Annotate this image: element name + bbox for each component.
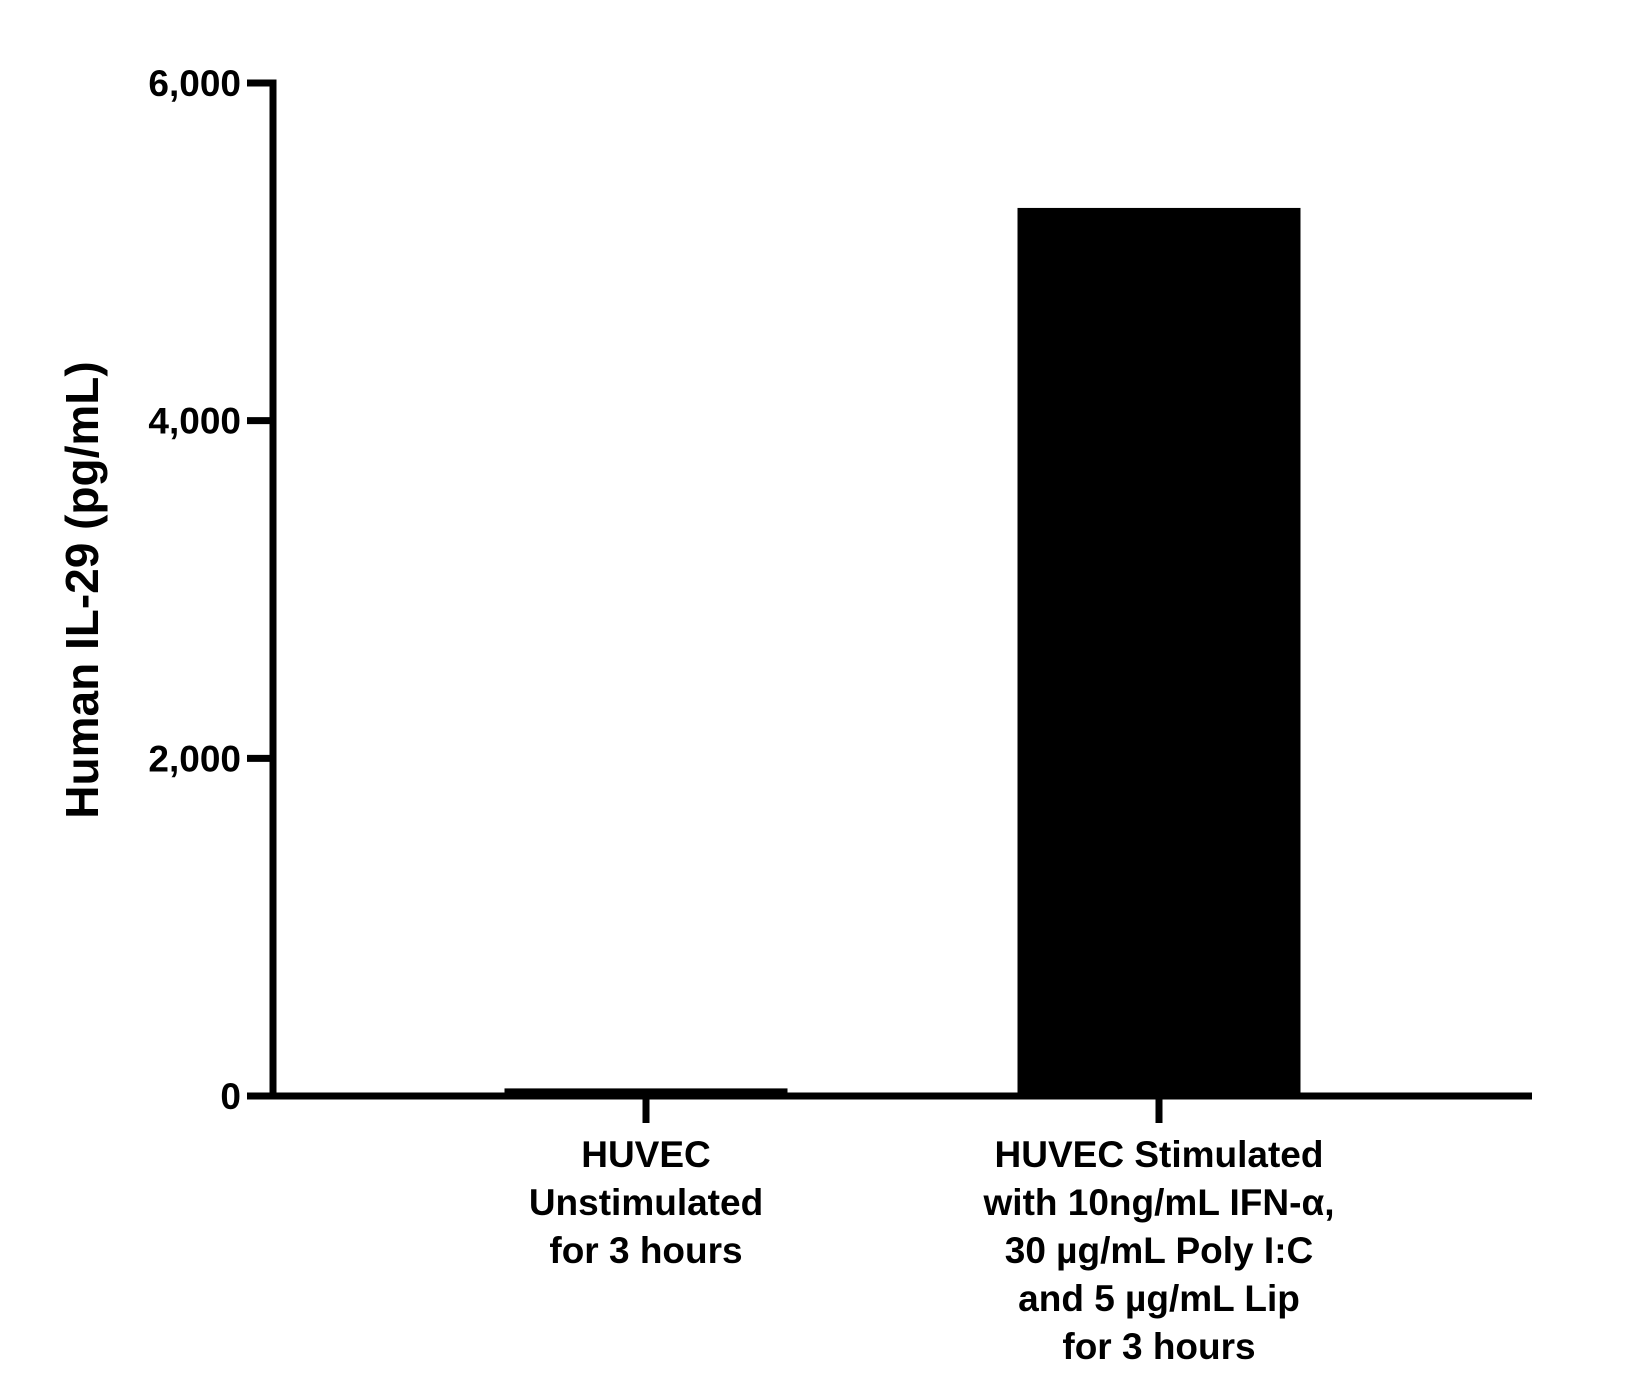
- x-category-label: HUVEC Stimulated with 10ng/mL IFN-α, 30 µg…: [983, 1134, 1335, 1367]
- axes-group: [269, 79, 1532, 1100]
- x-category-label-line: for 3 hours: [1062, 1326, 1255, 1367]
- x-category-label-line: for 3 hours: [549, 1230, 742, 1271]
- y-axis-label: Human IL-29 (pg/mL): [56, 361, 108, 818]
- y-ticks-group: 0 2,000 4,000 6,000: [148, 63, 273, 1117]
- y-tick-label: 0: [220, 1076, 241, 1117]
- x-category-label-line: Unstimulated: [529, 1182, 763, 1223]
- bar-1: [504, 1088, 788, 1096]
- y-tick-label: 6,000: [148, 63, 241, 104]
- bars-group: [504, 207, 1301, 1097]
- y-tick-label: 4,000: [148, 401, 241, 442]
- x-category-label: HUVEC Unstimulated for 3 hours: [529, 1134, 763, 1271]
- x-category-label-line: HUVEC Stimulated: [995, 1134, 1324, 1175]
- bar-2: [1017, 207, 1301, 1097]
- x-category-label-line: with 10ng/mL IFN-α,: [983, 1182, 1335, 1223]
- x-category-label-line: 30 µg/mL Poly I:C: [1005, 1230, 1313, 1271]
- y-tick-label: 2,000: [148, 738, 241, 779]
- x-category-label-line: HUVEC: [581, 1134, 711, 1175]
- x-category-label-line: and 5 µg/mL Lip: [1018, 1278, 1300, 1319]
